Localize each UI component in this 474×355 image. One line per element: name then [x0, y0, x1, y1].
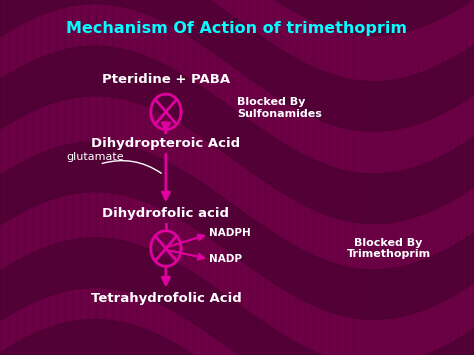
- Text: Pteridine + PABA: Pteridine + PABA: [102, 73, 230, 86]
- Text: Blocked By
Sulfonamides: Blocked By Sulfonamides: [237, 98, 322, 119]
- Text: NADPH: NADPH: [209, 228, 250, 237]
- Text: Mechanism Of Action of trimethoprim: Mechanism Of Action of trimethoprim: [66, 21, 408, 36]
- Text: Dihydropteroic Acid: Dihydropteroic Acid: [91, 137, 240, 150]
- Text: glutamate: glutamate: [66, 152, 124, 162]
- Text: Dihydrofolic acid: Dihydrofolic acid: [102, 207, 229, 219]
- Text: NADP: NADP: [209, 254, 242, 264]
- Text: Tetrahydrofolic Acid: Tetrahydrofolic Acid: [91, 292, 241, 305]
- Text: Blocked By
Trimethoprim: Blocked By Trimethoprim: [346, 238, 431, 259]
